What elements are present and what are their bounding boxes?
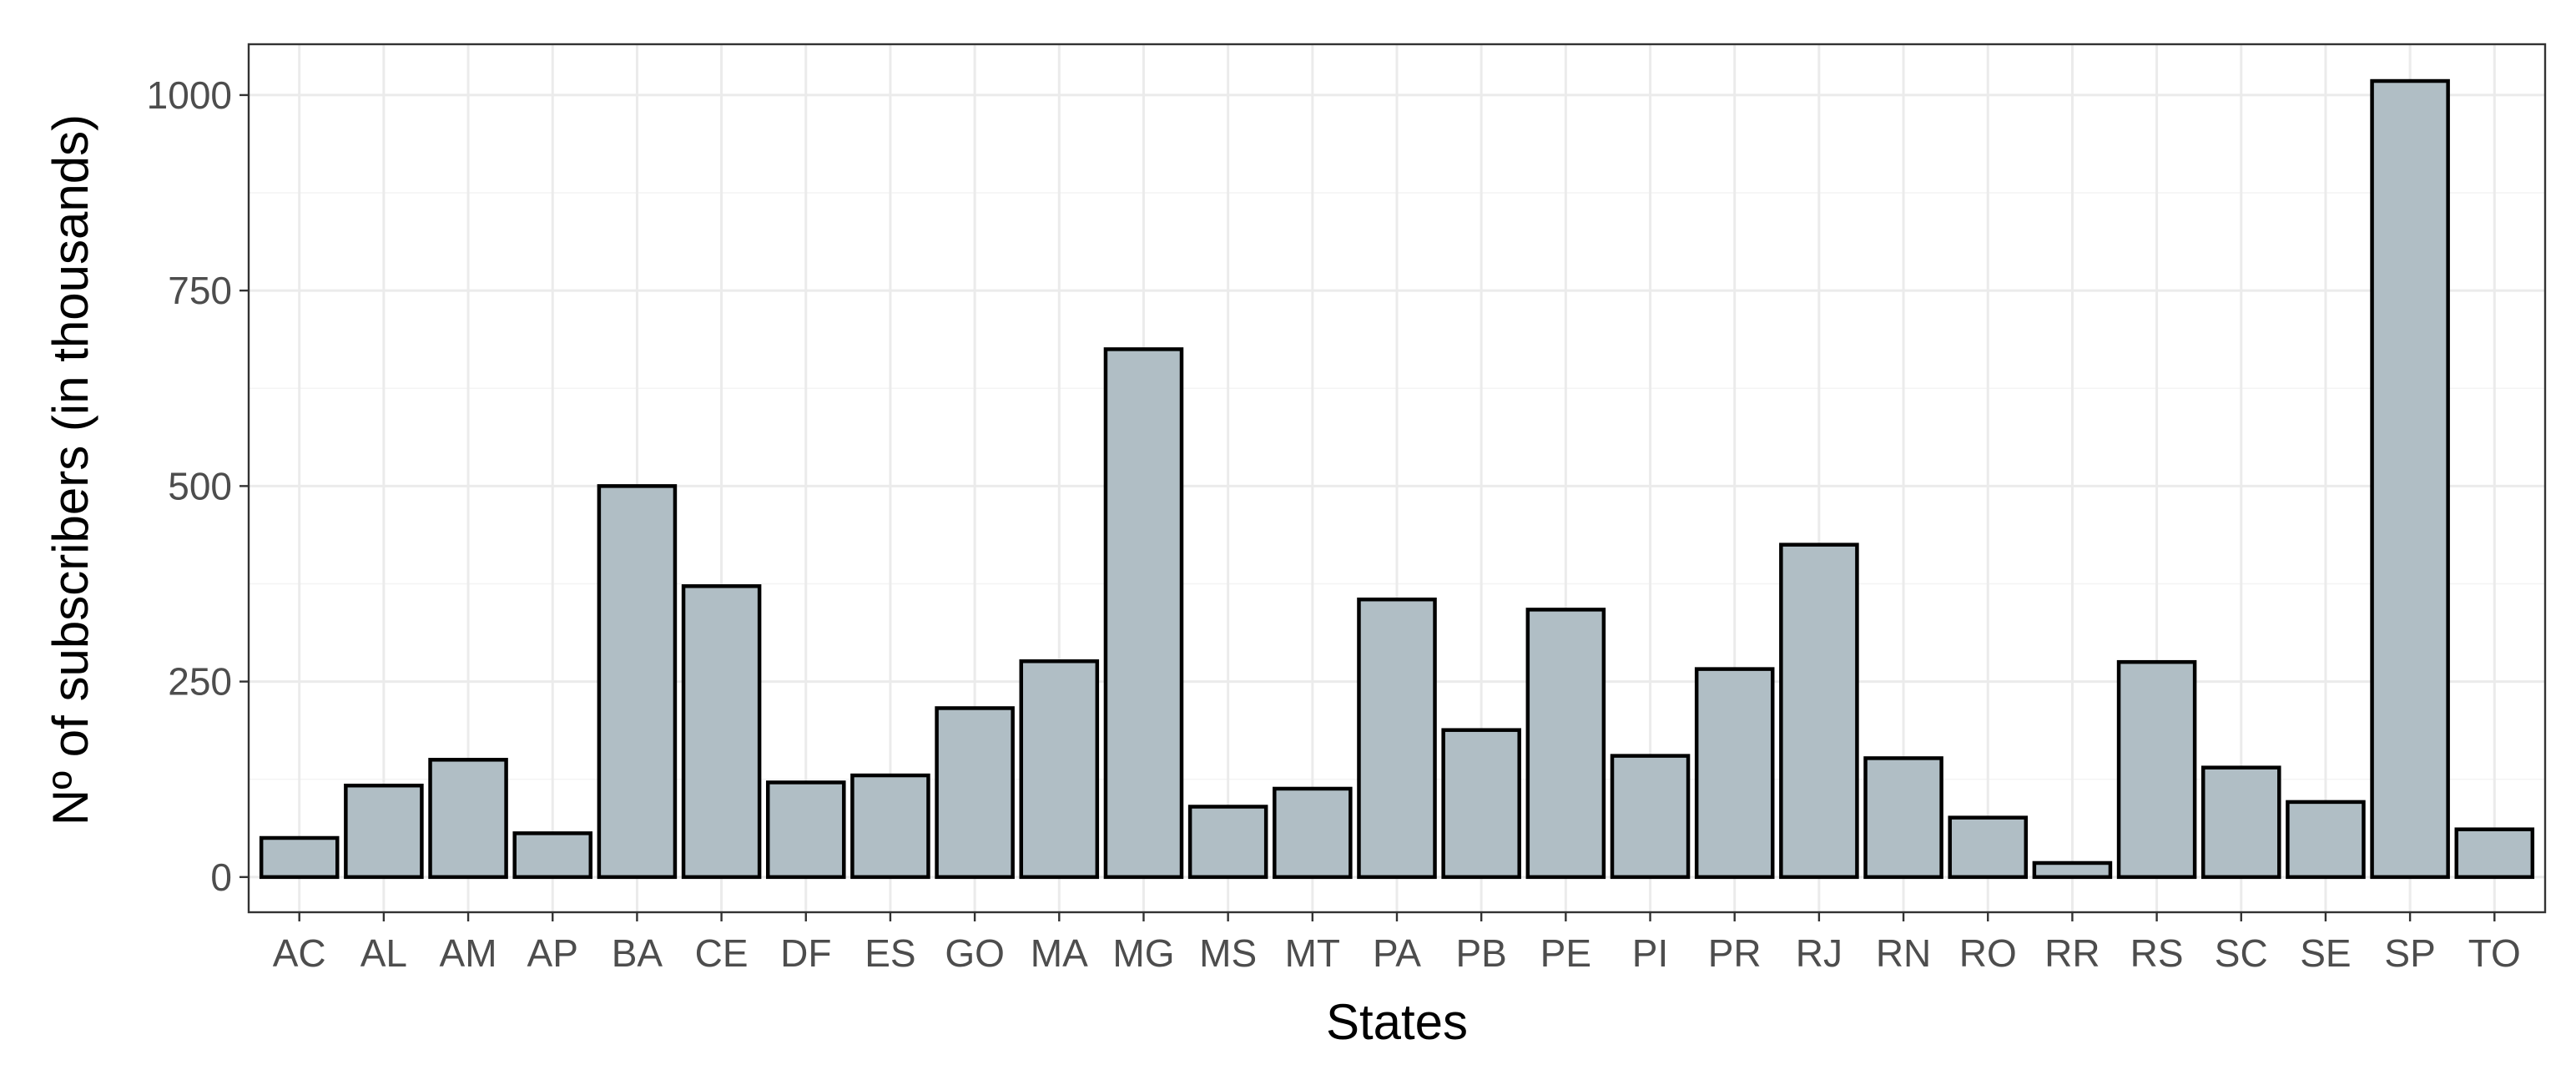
bar-ms [1187,805,1268,880]
y-tick-label: 500 [168,464,232,507]
bar-pr [1694,667,1775,880]
x-tick-label: RN [1876,931,1931,975]
bar-pb [1441,728,1521,880]
bar-rj [1779,542,1859,880]
bar-am [428,758,508,880]
x-tick-label: AP [527,931,578,975]
x-tick-label: PB [1455,931,1506,975]
x-tick-label: SE [2300,931,2351,975]
bar-es [850,773,930,880]
x-axis-title: States [1326,994,1468,1050]
bar-pi [1610,754,1691,880]
bar-al [344,783,424,880]
y-tick-label: 1000 [147,73,232,117]
bar-go [935,706,1015,880]
x-tick-label: PE [1540,931,1591,975]
bar-to [2454,827,2535,880]
x-tick-label: SC [2215,931,2268,975]
bar-sp [2370,78,2450,880]
bar-mt [1273,786,1353,880]
x-tick-label: PA [1373,931,1421,975]
bar-sc [2200,765,2281,880]
bar-mg [1103,347,1184,880]
x-tick-label: AC [273,931,326,975]
bar-rs [2116,659,2197,880]
x-tick-label: CE [695,931,749,975]
x-tick-label: GO [945,931,1005,975]
x-tick-label: RO [1959,931,2017,975]
bar-ce [681,584,762,880]
bars [259,78,2535,880]
bar-ac [259,835,340,880]
bar-rn [1863,756,1943,880]
y-axis: 0 250 500 750 1000 [147,73,249,899]
x-tick-label: ES [865,931,915,975]
bar-df [765,780,846,880]
y-tick-label: 250 [168,660,232,704]
x-tick-label: MG [1112,931,1174,975]
x-tick-label: PI [1632,931,1668,975]
y-axis-title: Nº of subscribers (in thousands) [43,114,98,825]
x-tick-label: MT [1285,931,1340,975]
x-tick-label: RJ [1796,931,1843,975]
bar-ro [1948,815,2029,880]
bar-rr [2032,860,2113,880]
x-tick-label: DF [780,931,831,975]
x-tick-label: MS [1199,931,1257,975]
bar-ap [512,831,593,880]
y-tick-label: 0 [210,855,232,899]
x-tick-label: TO [2468,931,2521,975]
x-tick-label: RS [2130,931,2184,975]
x-tick-label: AL [360,931,407,975]
x-tick-label: MA [1031,931,1088,975]
bar-se [2286,800,2366,880]
x-tick-label: BA [612,931,663,975]
bar-ba [597,484,678,880]
bar-ma [1019,659,1100,880]
x-tick-label: RR [2044,931,2100,975]
bar-pe [1525,608,1606,880]
x-tick-label: SP [2384,931,2435,975]
y-tick-label: 750 [168,269,232,312]
bar-pa [1357,597,1437,880]
x-tick-label: PR [1708,931,1762,975]
x-axis: AC AL AM AP BA CE DF ES GO MA MG MS MT PA PB PE PI PR RJ RN… [273,912,2521,975]
x-tick-label: AM [440,931,497,975]
